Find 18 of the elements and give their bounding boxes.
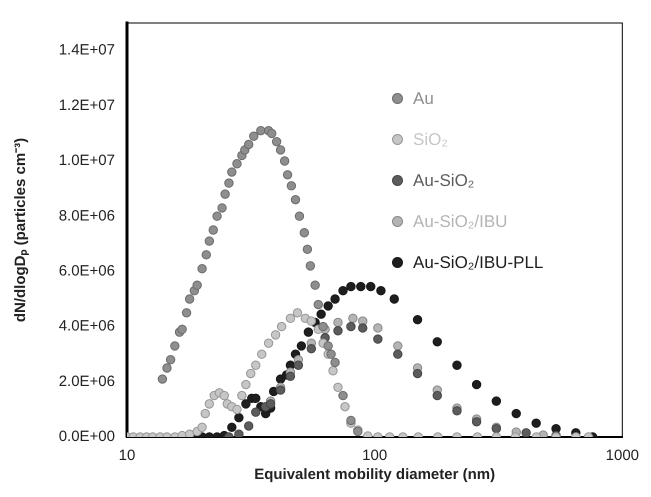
legend-label: Au [413,88,434,108]
y-tick-label: 8.0E+06 [58,207,115,224]
x-tick-label: 1000 [606,447,640,464]
x-tick-label: 100 [362,447,388,464]
y-tick-label: 2.0E+06 [58,372,115,390]
legend-label: SiO₂ [413,130,448,150]
x-axis-title: Equivalent mobility diameter (nm) [254,466,496,484]
legend-label: Au-SiO₂ [413,170,474,190]
y-tick-label: 4.0E+06 [58,318,115,335]
y-tick-label: 6.0E+06 [58,262,115,280]
legend-label: Au-SiO₂/IBU [413,212,508,232]
legend-label: Au-SiO₂/IBU-PLL [413,252,544,272]
y-tick-label: 1.2E+07 [58,96,115,114]
y-tick-label: 1.4E+07 [58,42,115,59]
y-tick-label: 1.0E+07 [58,152,115,170]
x-tick-label: 10 [118,447,136,464]
y-axis-title: dN/dlogDₚ (particles cm⁻³) [12,138,30,322]
y-tick-label: 0.0E+00 [58,428,115,446]
